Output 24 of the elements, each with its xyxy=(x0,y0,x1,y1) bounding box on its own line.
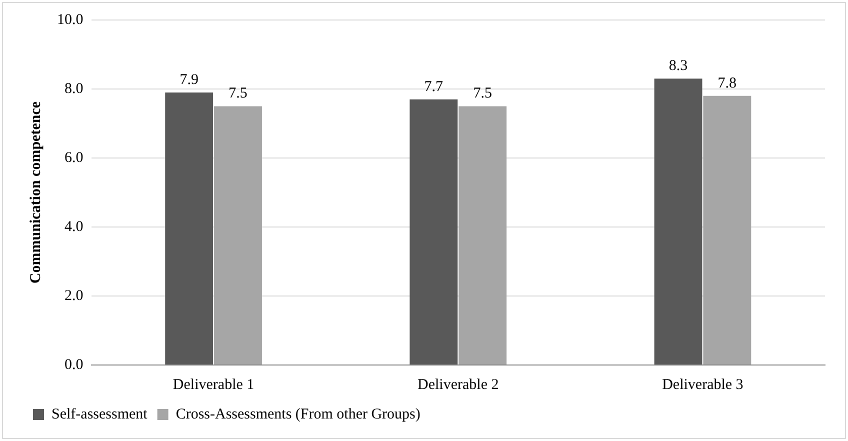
bar xyxy=(165,92,214,364)
bar xyxy=(410,99,458,364)
y-tick-label: 10.0 xyxy=(57,12,84,28)
bar xyxy=(458,106,507,364)
bar xyxy=(654,78,702,364)
bar xyxy=(703,96,752,364)
data-label: 7.5 xyxy=(473,86,492,102)
y-tick-label: 6.0 xyxy=(64,150,84,166)
x-tick-label: Deliverable 3 xyxy=(662,376,744,393)
legend-label: Cross-Assessments (From other Groups) xyxy=(176,406,420,422)
x-tick-label: Deliverable 2 xyxy=(418,376,499,393)
y-axis-title: Communication competence xyxy=(28,101,44,284)
y-tick-label: 8.0 xyxy=(64,80,84,97)
data-label: 7.5 xyxy=(228,86,248,102)
data-label: 7.7 xyxy=(424,78,444,95)
data-label: 7.9 xyxy=(180,72,198,88)
data-label: 8.3 xyxy=(668,58,688,74)
y-tick-label: 0.0 xyxy=(64,356,84,373)
x-tick-label: Deliverable 1 xyxy=(172,376,254,393)
data-label: 7.8 xyxy=(718,75,737,92)
y-tick-label: 4.0 xyxy=(64,218,84,235)
y-tick-label: 2.0 xyxy=(64,288,84,304)
legend-label: Self-assessment xyxy=(52,406,148,422)
bar xyxy=(214,106,262,364)
